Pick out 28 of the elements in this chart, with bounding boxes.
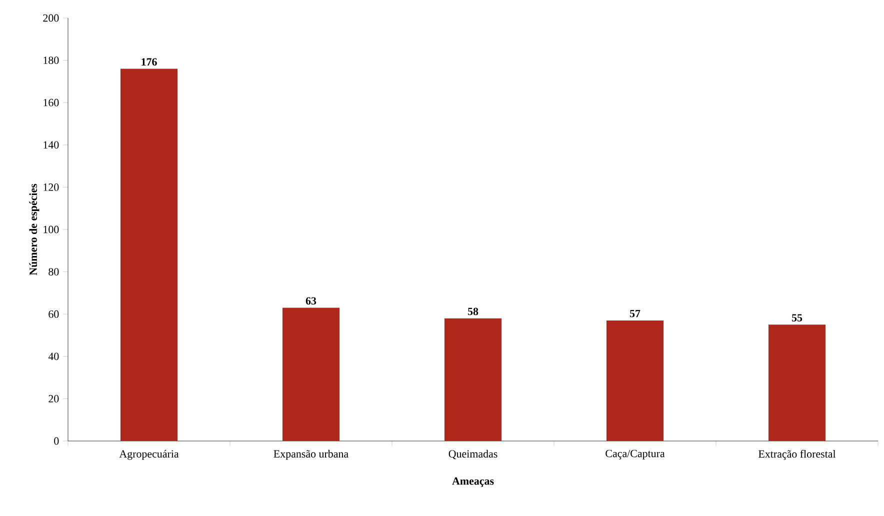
data-label: 58 (468, 308, 478, 316)
bar (768, 324, 826, 441)
bar (606, 320, 664, 441)
x-tick-label: Expansão urbana (274, 450, 348, 460)
y-tick-label: 40 (48, 352, 59, 360)
y-tick-label: 200 (43, 14, 59, 22)
x-tick-label: Queimadas (448, 450, 498, 460)
data-label: 55 (792, 314, 802, 322)
y-tick-label: 80 (48, 268, 59, 276)
y-tick-label: 180 (44, 56, 59, 64)
y-tick-label: 0 (54, 437, 59, 445)
y-tick-label: 120 (44, 184, 59, 191)
bar (120, 68, 178, 441)
y-tick-label: 20 (48, 395, 59, 402)
data-label: 63 (306, 297, 316, 305)
x-tick-label: Caça/Captura (606, 450, 665, 460)
y-tick-label: 160 (44, 98, 59, 106)
x-tick-label: Extração florestal (758, 450, 836, 460)
y-tick-label: 60 (48, 310, 59, 318)
y-tick-label: 140 (44, 141, 59, 149)
data-label: 57 (630, 310, 640, 318)
x-axis-title: Ameaças (452, 477, 494, 487)
y-axis-title: Número de espécies (29, 184, 40, 276)
y-tick-label: 100 (44, 226, 59, 234)
bar (444, 318, 502, 441)
x-tick-label: Agropecuária (119, 450, 179, 460)
bar (282, 308, 340, 441)
data-label: 176 (142, 58, 157, 66)
